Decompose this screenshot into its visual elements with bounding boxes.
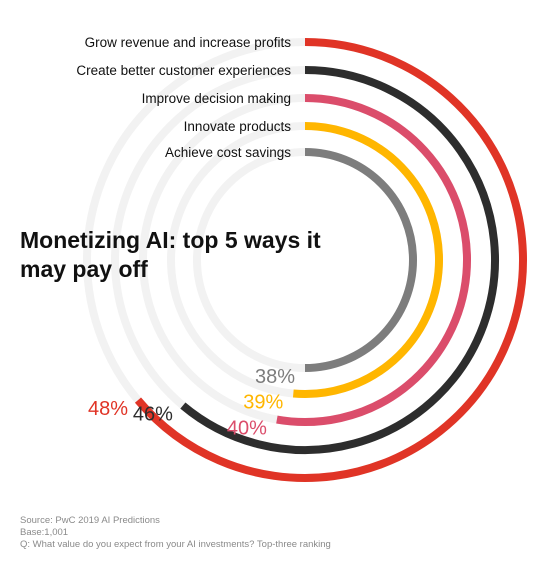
category-label: Create better customer experiences xyxy=(76,63,291,78)
arc-bar xyxy=(180,66,499,454)
value-label: 38% xyxy=(255,366,295,388)
arc-bar xyxy=(276,94,471,426)
value-label: 40% xyxy=(227,418,267,440)
base-line: Base:1,001 xyxy=(20,527,69,538)
source-line: Source: PwC 2019 AI Predictions xyxy=(20,515,160,526)
category-label: Improve decision making xyxy=(142,91,291,106)
arc-bar xyxy=(292,122,443,398)
category-label: Innovate products xyxy=(184,119,292,134)
value-label: 39% xyxy=(243,391,283,413)
category-label: Achieve cost savings xyxy=(165,145,291,160)
arc-bar xyxy=(134,38,527,482)
question-line: Q: What value do you expect from your AI… xyxy=(20,539,331,550)
chart-title: Monetizing AI: top 5 ways it may pay off xyxy=(20,227,321,282)
value-label: 46% xyxy=(133,404,173,426)
category-label: Grow revenue and increase profits xyxy=(85,35,292,50)
arc-bar xyxy=(304,148,417,372)
value-label: 48% xyxy=(88,398,128,420)
source-note: Source: PwC 2019 AI Predictions Base:1,0… xyxy=(20,515,540,551)
